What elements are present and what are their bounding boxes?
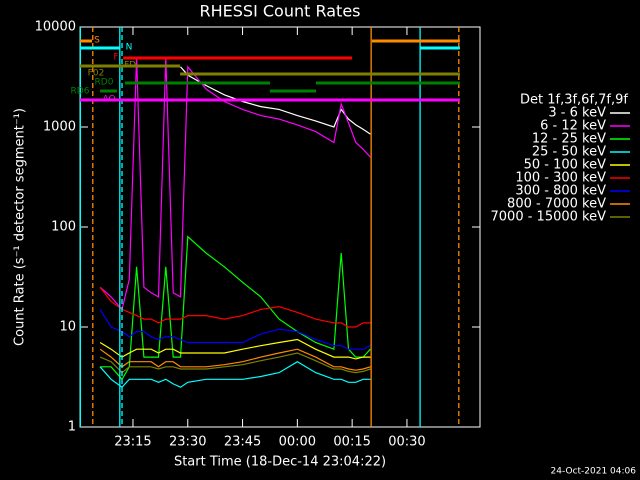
series-line xyxy=(99,286,371,328)
legend-title: Det 1f,3f,6f,7f,9f xyxy=(520,93,628,108)
x-tick-label: 23:30 xyxy=(169,435,206,450)
legend-label: 25 - 50 keV xyxy=(532,145,606,160)
legend-label: 100 - 300 keV xyxy=(515,171,606,186)
x-axis-label: Start Time (18-Dec-14 23:04:22) xyxy=(174,455,386,470)
y-axis-label: Count Rate (s⁻¹ detector segment⁻¹) xyxy=(13,108,28,346)
series-line xyxy=(99,348,371,371)
y-tick-label: 1000 xyxy=(43,120,76,135)
flag-label: AO xyxy=(102,95,115,105)
flag-label: F02 xyxy=(88,69,105,79)
flag-label: RD0 xyxy=(95,78,114,88)
x-tick-label: 23:45 xyxy=(224,435,261,450)
legend-label: 50 - 100 keV xyxy=(524,158,607,173)
x-tick-label: 00:15 xyxy=(333,435,370,450)
flag-label: S xyxy=(94,36,100,46)
x-tick-label: 00:00 xyxy=(279,435,316,450)
series-line xyxy=(99,309,371,350)
flag-label: F xyxy=(113,53,118,63)
flag-label: FD xyxy=(124,61,136,71)
series-line xyxy=(99,57,371,311)
legend-label: 3 - 6 keV xyxy=(548,106,606,121)
series-line xyxy=(99,352,371,374)
flag-label: N xyxy=(126,43,133,53)
series-line xyxy=(99,338,371,360)
series-line xyxy=(99,361,371,388)
footer: 24-Oct-2021 04:06 xyxy=(551,467,637,477)
legend-label: 12 - 25 keV xyxy=(532,132,606,147)
legend-label: 800 - 7000 keV xyxy=(507,197,606,212)
chart-title: RHESSI Count Rates xyxy=(200,2,361,21)
y-tick-label: 10 xyxy=(59,320,76,335)
x-tick-label: 23:15 xyxy=(114,435,151,450)
y-tick-label: 1 xyxy=(68,420,76,435)
y-tick-label: 100 xyxy=(51,220,76,235)
series-line xyxy=(100,235,371,381)
flag-label: RD6 xyxy=(71,87,90,97)
y-tick-label: 10000 xyxy=(35,20,76,35)
x-tick-label: 00:30 xyxy=(388,435,425,450)
legend-label: 300 - 800 keV xyxy=(515,184,606,199)
legend-label: 6 - 12 keV xyxy=(540,119,606,134)
legend-label: 7000 - 15000 keV xyxy=(491,210,607,225)
series-line xyxy=(180,66,371,135)
